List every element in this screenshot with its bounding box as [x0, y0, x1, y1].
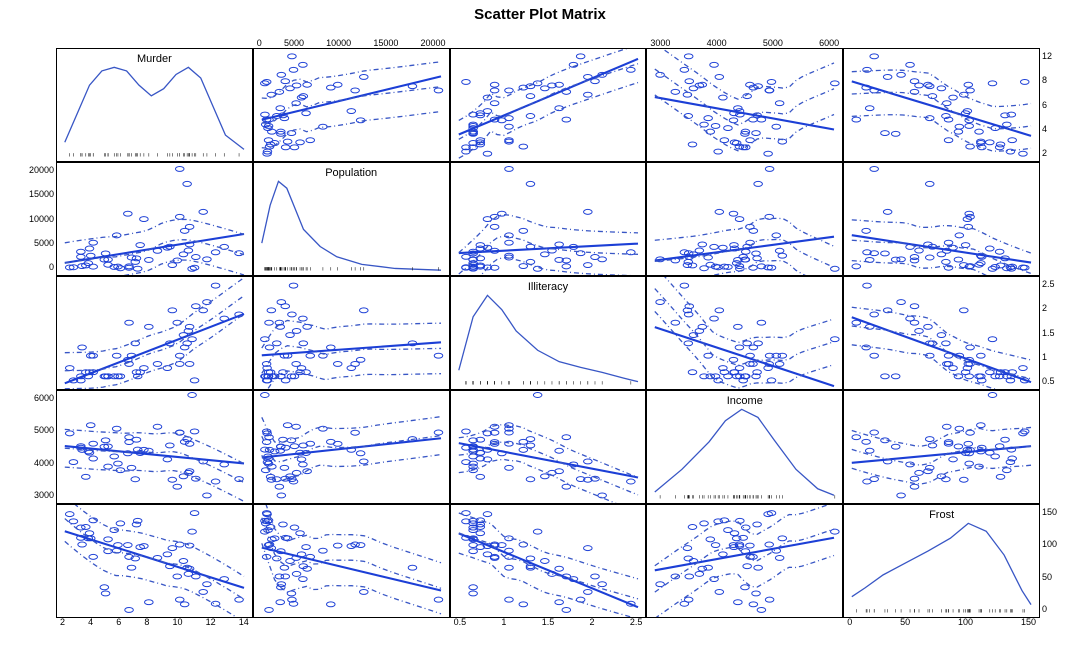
tick-label: 12 — [1042, 52, 1052, 61]
axis-ticks-top: 3000 4000 5000 6000 — [646, 28, 843, 48]
matrix-panel — [450, 390, 647, 504]
tick-label: 4 — [88, 618, 93, 627]
tick-label: 5000 — [34, 426, 54, 435]
tick-label: 0 — [49, 263, 54, 272]
tick-label: 6 — [116, 618, 121, 627]
tick-label: 12 — [206, 618, 216, 627]
tick-label: 2.5 — [1042, 280, 1055, 289]
axis-ticks-bottom: 0 50 100 150 — [843, 618, 1040, 638]
tick-label: 6000 — [819, 39, 839, 48]
matrix-panel — [56, 390, 253, 504]
matrix-panel — [843, 276, 1040, 390]
diag-label: Murder — [57, 53, 252, 65]
tick-label: 2 — [60, 618, 65, 627]
matrix-panel — [843, 48, 1040, 162]
tick-label: 14 — [239, 618, 249, 627]
scatterplot-matrix: 050001000015000200003000400050006000Murd… — [28, 28, 1068, 638]
matrix-panel — [646, 276, 843, 390]
tick-label: 0.5 — [454, 618, 467, 627]
tick-label: 150 — [1042, 508, 1057, 517]
matrix-panel: Population — [253, 162, 450, 276]
matrix-panel — [450, 162, 647, 276]
axis-ticks-top: 0 5000 10000 15000 20000 — [253, 28, 450, 48]
tick-label: 150 — [1021, 618, 1036, 627]
tick-label: 2 — [1042, 304, 1047, 313]
tick-label: 3000 — [34, 491, 54, 500]
tick-label: 1 — [501, 618, 506, 627]
tick-label: 20000 — [421, 39, 446, 48]
tick-label: 0 — [847, 618, 852, 627]
tick-label: 100 — [1042, 540, 1057, 549]
tick-label: 5000 — [284, 39, 304, 48]
matrix-panel — [253, 504, 450, 618]
matrix-panel — [253, 390, 450, 504]
tick-label: 10000 — [326, 39, 351, 48]
tick-label: 1.5 — [1042, 329, 1055, 338]
tick-label: 10000 — [29, 215, 54, 224]
matrix-panel — [450, 48, 647, 162]
tick-label: 15000 — [373, 39, 398, 48]
tick-label: 3000 — [650, 39, 670, 48]
tick-label: 2 — [1042, 149, 1047, 158]
tick-label: 0 — [1042, 605, 1047, 614]
tick-label: 15000 — [29, 190, 54, 199]
matrix-panel: Income — [646, 390, 843, 504]
tick-label: 1 — [1042, 353, 1047, 362]
axis-ticks-right: 0 50 100 150 — [1040, 504, 1068, 618]
tick-label: 6 — [1042, 101, 1047, 110]
tick-label: 6000 — [34, 394, 54, 403]
axis-ticks-right: 0.5 1 1.5 2 2.5 — [1040, 276, 1068, 390]
diag-label: Income — [647, 395, 842, 407]
tick-label: 0 — [257, 39, 262, 48]
matrix-panel: Frost — [843, 504, 1040, 618]
tick-label: 5000 — [34, 239, 54, 248]
tick-label: 1.5 — [542, 618, 555, 627]
chart-title: Scatter Plot Matrix — [0, 6, 1080, 23]
tick-label: 2 — [590, 618, 595, 627]
matrix-panel — [56, 162, 253, 276]
tick-label: 10 — [173, 618, 183, 627]
axis-ticks-left: 0 5000 10000 15000 20000 — [28, 162, 56, 276]
matrix-panel — [253, 48, 450, 162]
matrix-panel — [56, 276, 253, 390]
axis-ticks-left: 3000 4000 5000 6000 — [28, 390, 56, 504]
axis-ticks-bottom: 0.5 1 1.5 2 2.5 — [450, 618, 647, 638]
tick-label: 4 — [1042, 125, 1047, 134]
tick-label: 100 — [958, 618, 973, 627]
matrix-panel — [56, 504, 253, 618]
matrix-panel — [843, 162, 1040, 276]
matrix-panel — [450, 504, 647, 618]
matrix-panel — [646, 48, 843, 162]
tick-label: 4000 — [707, 39, 727, 48]
tick-label: 50 — [900, 618, 910, 627]
diag-label: Frost — [844, 509, 1039, 521]
matrix-panel — [646, 162, 843, 276]
diag-label: Population — [254, 167, 449, 179]
tick-label: 5000 — [763, 39, 783, 48]
tick-label: 0.5 — [1042, 377, 1055, 386]
axis-ticks-bottom: 2 4 6 8 10 12 14 — [56, 618, 253, 638]
tick-label: 4000 — [34, 459, 54, 468]
tick-label: 20000 — [29, 166, 54, 175]
tick-label: 50 — [1042, 573, 1052, 582]
axis-ticks-right: 2 4 6 8 12 — [1040, 48, 1068, 162]
tick-label: 8 — [144, 618, 149, 627]
figure: Scatter Plot Matrix 05000100001500020000… — [0, 0, 1080, 650]
matrix-panel — [646, 504, 843, 618]
matrix-panel: Murder — [56, 48, 253, 162]
matrix-panel — [843, 390, 1040, 504]
tick-label: 8 — [1042, 76, 1047, 85]
diag-label: Illiteracy — [451, 281, 646, 293]
tick-label: 2.5 — [630, 618, 643, 627]
matrix-panel — [253, 276, 450, 390]
matrix-panel: Illiteracy — [450, 276, 647, 390]
